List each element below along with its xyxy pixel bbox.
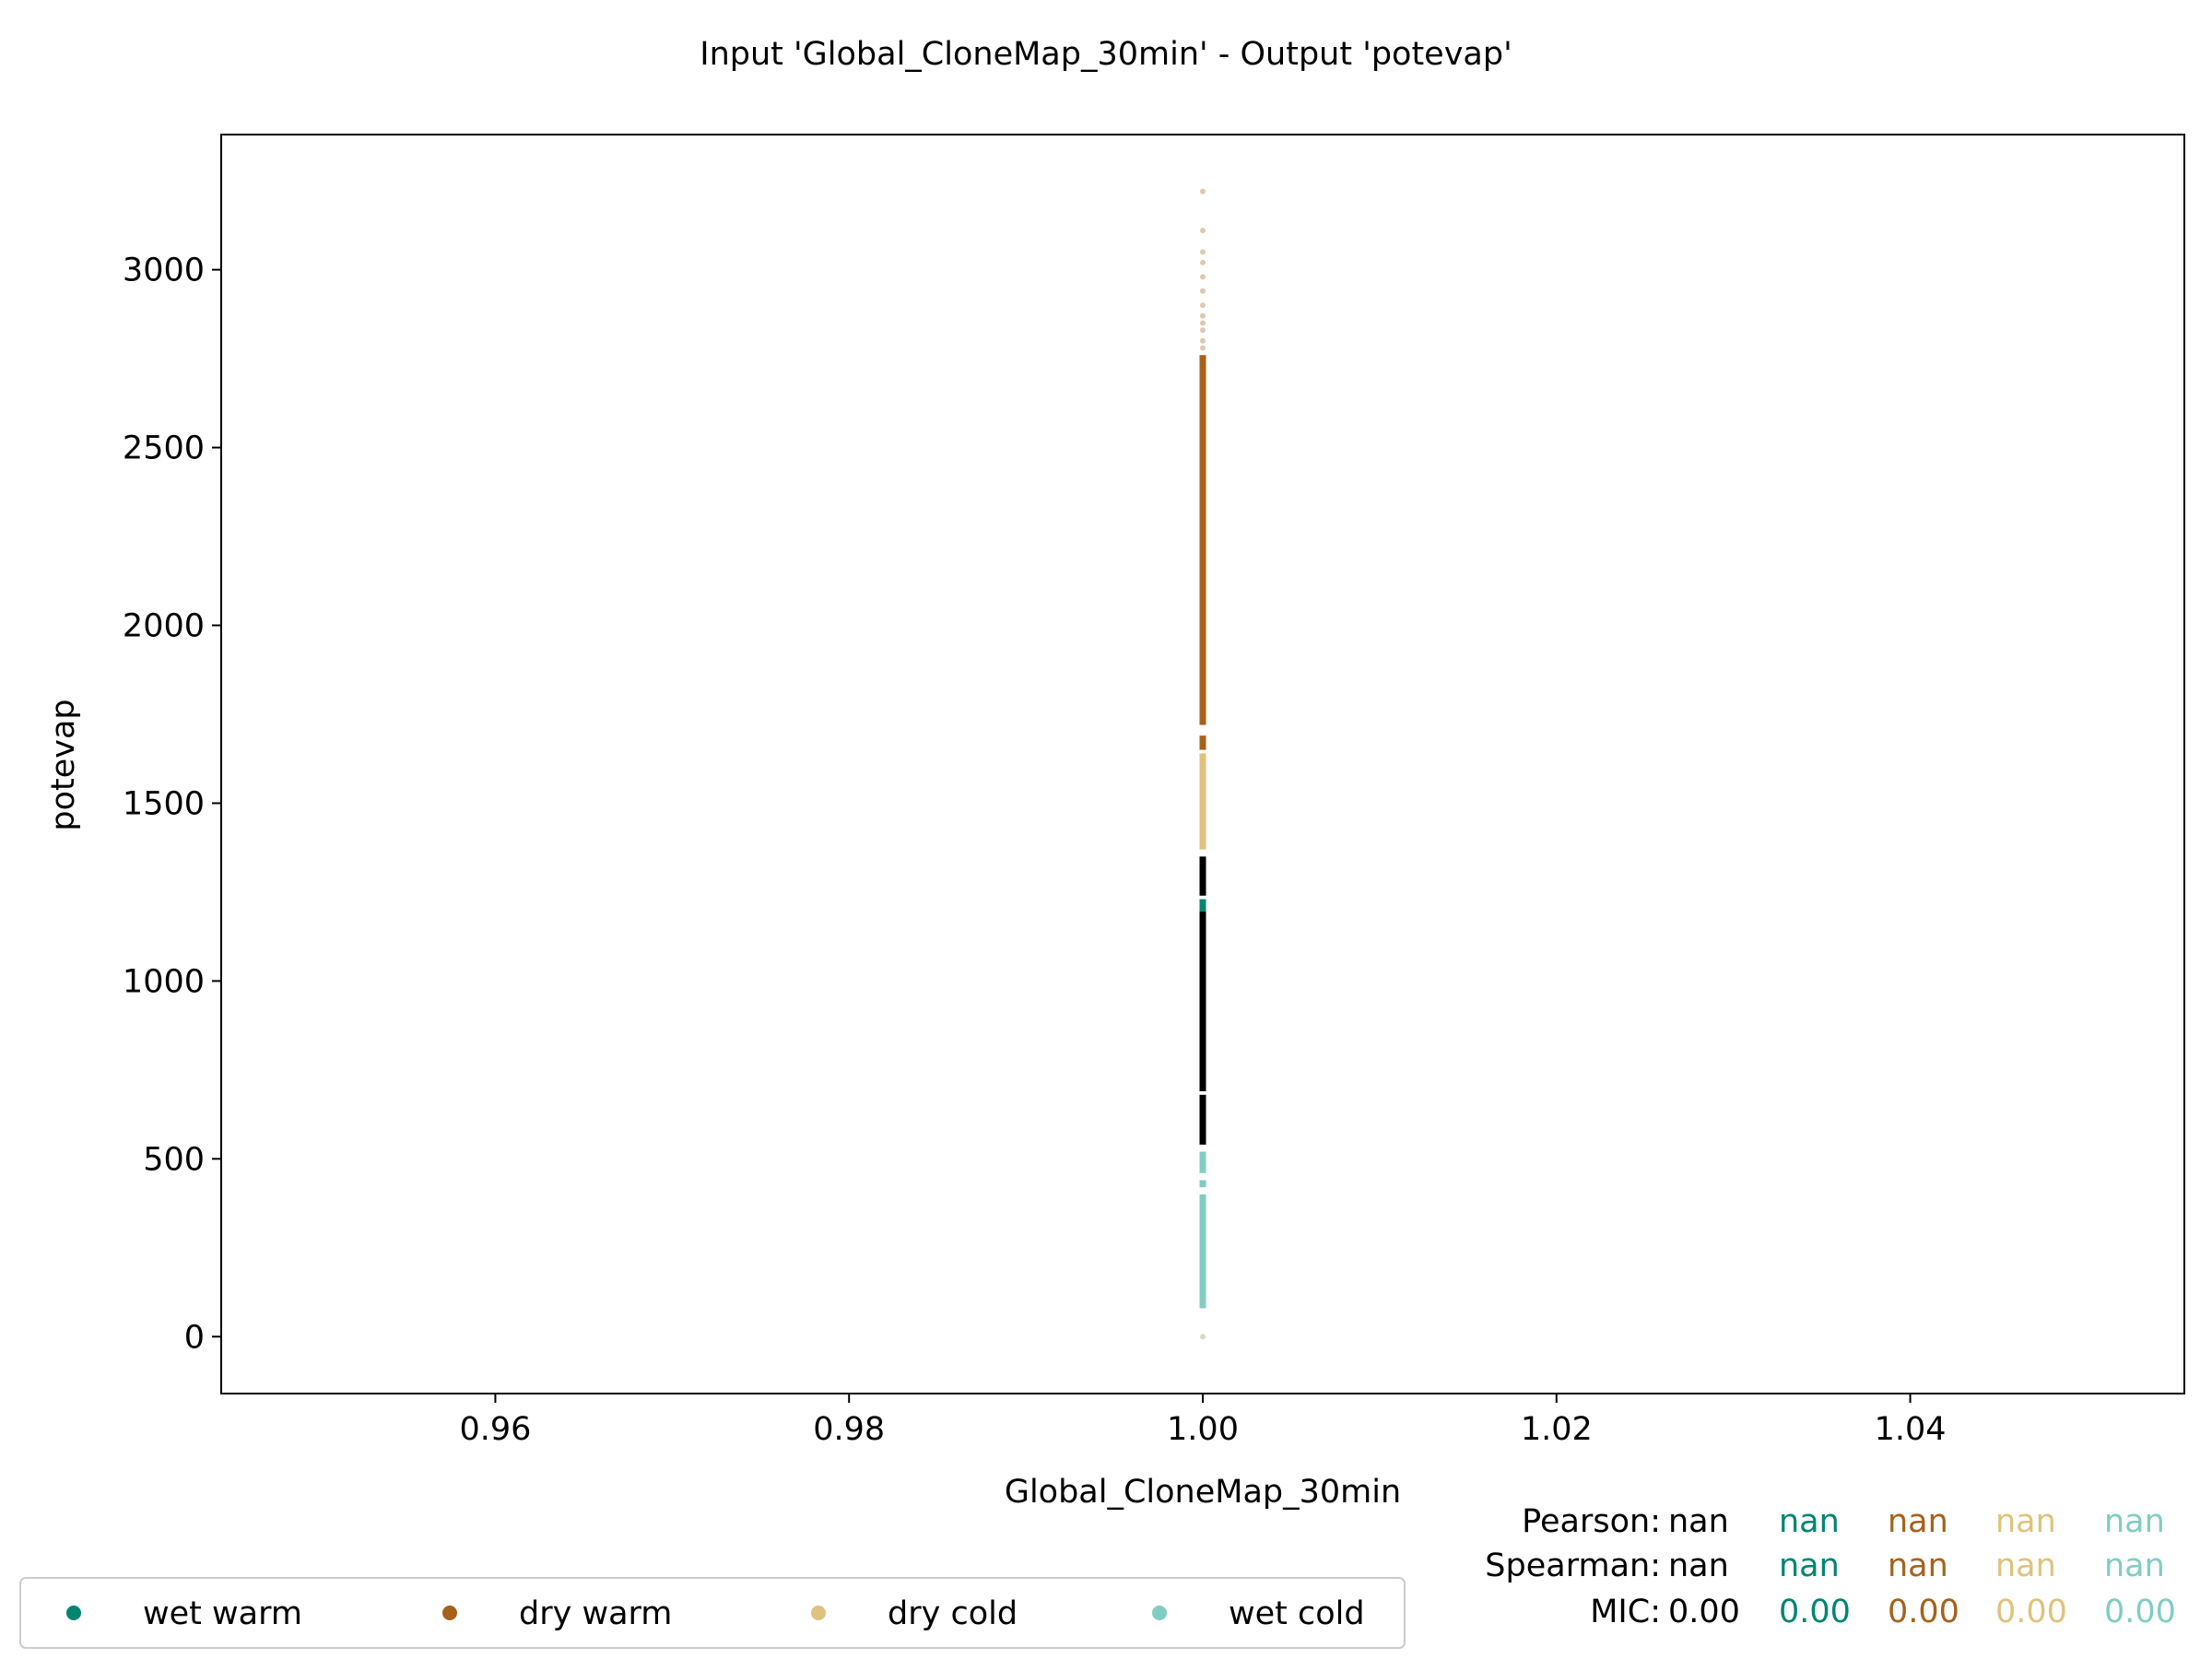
legend-label: dry warm	[519, 1595, 672, 1632]
legend-label: wet cold	[1229, 1595, 1365, 1632]
stat-value: nan	[1779, 1547, 1840, 1584]
legend-marker-dry-cold	[811, 1606, 826, 1620]
legend-marker-wet-cold	[1152, 1606, 1167, 1620]
stat-value: 0.00	[1779, 1594, 1851, 1630]
stat-value: 0.00	[1995, 1594, 2067, 1630]
x-axis-label: Global_CloneMap_30min	[1005, 1474, 1401, 1511]
stat-label: Spearman:	[1485, 1547, 1661, 1584]
y-tick-label: 0	[184, 1319, 205, 1356]
stat-label: MIC:	[1590, 1594, 1661, 1630]
point-dry-warm-sparse-tail-	[1200, 312, 1206, 319]
chart-title: Input 'Global_CloneMap_30min' - Output '…	[700, 36, 1512, 73]
point-dry-warm-sparse-tail-	[1200, 337, 1206, 344]
point-dry-warm-sparse-tail-	[1200, 327, 1206, 334]
points-dry-warm	[1199, 355, 1206, 725]
stat-label: Pearson:	[1522, 1503, 1661, 1540]
stat-value: nan	[1995, 1547, 2056, 1584]
legend-marker-wet-warm	[66, 1606, 81, 1620]
points-wet-cold	[1199, 1151, 1206, 1173]
stat-value: nan	[2104, 1503, 2165, 1540]
y-tick-label: 2000	[123, 608, 205, 645]
points-wet-cold	[1199, 1180, 1206, 1188]
x-tick-label: 1.02	[1521, 1411, 1593, 1448]
stat-value: 0.00	[1668, 1594, 1740, 1630]
x-tick-label: 1.04	[1875, 1411, 1947, 1448]
stat-value: nan	[1779, 1503, 1840, 1540]
stat-value: nan	[1668, 1547, 1729, 1584]
y-tick-label: 3000	[123, 253, 205, 289]
y-tick-label: 1500	[123, 785, 205, 822]
stat-value: nan	[1668, 1503, 1729, 1540]
point-dry-warm-sparse-tail-	[1200, 188, 1206, 194]
stat-value: nan	[2104, 1547, 2165, 1584]
legend-label: wet warm	[143, 1595, 302, 1632]
point-dry-warm-sparse-tail-	[1200, 288, 1206, 294]
y-axis-label: potevap	[45, 699, 82, 830]
points-dry-cold	[1199, 753, 1206, 850]
legend: wet warm dry warm dry cold wet cold	[19, 1577, 1406, 1649]
point-dry-warm-sparse-tail-	[1200, 274, 1206, 280]
points-wet-cold	[1199, 1194, 1206, 1309]
point-zero-cluster	[1200, 1334, 1206, 1340]
plot-area: 0.96 0.98 1.00 1.02 1.04 0 500 1000 1500 2000 250…	[123, 134, 2185, 1448]
points-dry-warm	[1199, 735, 1206, 750]
point-dry-warm-sparse-tail-	[1200, 259, 1206, 265]
data-points	[1199, 188, 1206, 1340]
x-tick-label: 0.96	[459, 1411, 531, 1448]
legend-marker-dry-warm	[442, 1606, 457, 1620]
x-axis-ticks: 0.96 0.98 1.00 1.02 1.04	[459, 1394, 1947, 1448]
stat-value: nan	[1995, 1503, 2056, 1540]
stat-value: nan	[1888, 1547, 1948, 1584]
stat-value: 0.00	[2104, 1594, 2176, 1630]
points-wet-warm	[1199, 899, 1206, 912]
y-tick-label: 2500	[123, 430, 205, 467]
points-all	[1199, 1094, 1206, 1145]
x-tick-label: 1.00	[1167, 1411, 1239, 1448]
stat-value: 0.00	[1888, 1594, 1959, 1630]
point-dry-warm-sparse-tail-	[1200, 320, 1206, 326]
points-all	[1199, 910, 1206, 1092]
point-dry-warm-sparse-tail-	[1200, 345, 1206, 351]
point-dry-warm-sparse-tail-	[1200, 302, 1206, 309]
point-dry-warm-sparse-tail-	[1200, 228, 1206, 234]
y-axis-ticks: 0 500 1000 1500 2000 2500 3000	[123, 253, 221, 1356]
points-all	[1199, 856, 1206, 896]
y-tick-label: 1000	[123, 963, 205, 1000]
legend-box	[19, 1577, 1406, 1649]
stat-value: nan	[1888, 1503, 1948, 1540]
point-dry-warm-sparse-tail-	[1200, 249, 1206, 255]
y-tick-label: 500	[143, 1141, 205, 1178]
x-tick-label: 0.98	[813, 1411, 885, 1448]
legend-label: dry cold	[888, 1595, 1018, 1632]
